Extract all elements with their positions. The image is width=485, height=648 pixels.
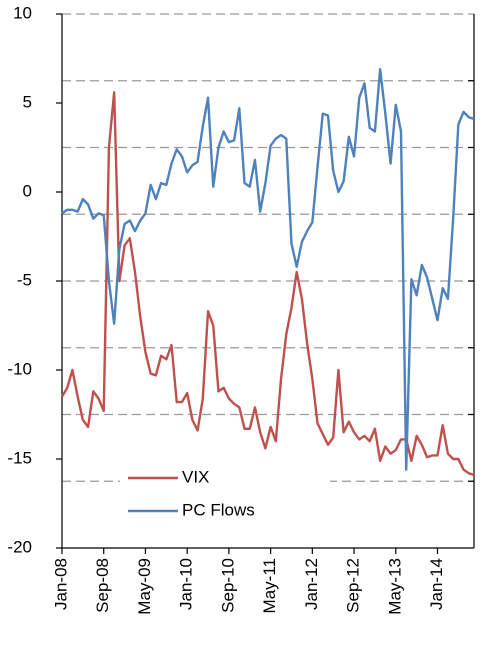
legend: VIX PC Flows (120, 462, 330, 528)
legend-label: VIX (182, 467, 209, 486)
y-tick-label: 0 (23, 181, 32, 200)
x-tick-label: Jan-08 (51, 558, 70, 610)
x-tick-label: May-09 (135, 558, 154, 615)
legend-label: PC Flows (182, 500, 255, 519)
x-tick-label: Jan-10 (177, 558, 196, 610)
legend-box (120, 462, 330, 528)
y-tick-label: -5 (17, 270, 32, 289)
y-tick-label: -15 (7, 448, 32, 467)
x-tick-label: Sep-08 (93, 558, 112, 613)
x-tick-label: Jan-14 (427, 558, 446, 610)
x-tick-label: Sep-12 (344, 558, 363, 613)
y-tick-label: 10 (13, 3, 32, 22)
x-tick-label: May-11 (260, 558, 279, 613)
data-line (61, 67, 475, 471)
y-tick-label: -10 (7, 359, 32, 378)
right-axis (468, 14, 475, 548)
y-tick-label: 5 (23, 92, 32, 111)
x-tick-label: Jan-12 (302, 558, 321, 610)
x-tick-label: Sep-10 (218, 558, 237, 613)
x-tick-label: May-13 (385, 558, 404, 615)
y-tick-label: -20 (7, 537, 32, 556)
